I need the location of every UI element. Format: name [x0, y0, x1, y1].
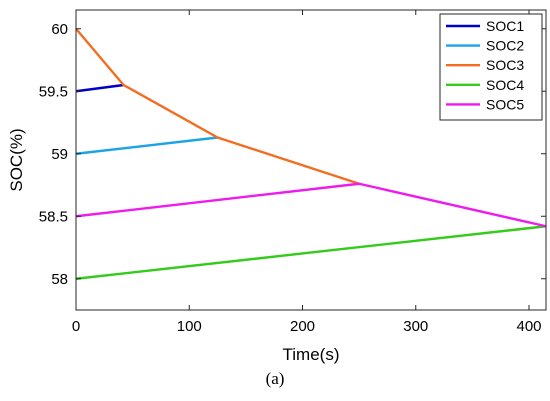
y-tick-label: 58.5 [39, 208, 68, 225]
series-layer [75, 27, 547, 280]
y-tick-label: 59.5 [39, 83, 68, 100]
legend-label: SOC4 [486, 77, 524, 93]
series-line-soc4 [75, 225, 547, 280]
x-tick-label: 200 [290, 318, 315, 335]
legend-label: SOC2 [486, 38, 524, 54]
y-tick-label: 58 [51, 271, 68, 288]
x-axis-label: Time(s) [283, 345, 340, 364]
legend-label: SOC3 [486, 57, 524, 73]
legend-box [439, 13, 543, 121]
legend: SOC1 SOC2 SOC3 SOC4 SOC5 [439, 13, 543, 121]
series-line-soc2 [75, 136, 218, 155]
series-line-soc3 [75, 27, 360, 185]
x-tick-label: 100 [177, 318, 202, 335]
series-line-soc1 [75, 83, 124, 93]
figure-caption: (a) [265, 369, 285, 388]
y-axis-label: SOC(%) [7, 128, 26, 191]
y-tick-label: 60 [51, 21, 68, 38]
x-tick-label: 300 [403, 318, 428, 335]
plot-frame [75, 9, 547, 311]
series-line-soc5 [75, 182, 547, 228]
ticks-layer: 0 100 200 300 400 58 58.5 59 59.5 60 [39, 10, 546, 335]
y-tick-label: 59 [51, 146, 68, 163]
x-tick-label: 0 [72, 318, 80, 335]
legend-label: SOC5 [486, 96, 524, 112]
legend-label: SOC1 [486, 18, 524, 34]
x-tick-label: 400 [516, 318, 541, 335]
